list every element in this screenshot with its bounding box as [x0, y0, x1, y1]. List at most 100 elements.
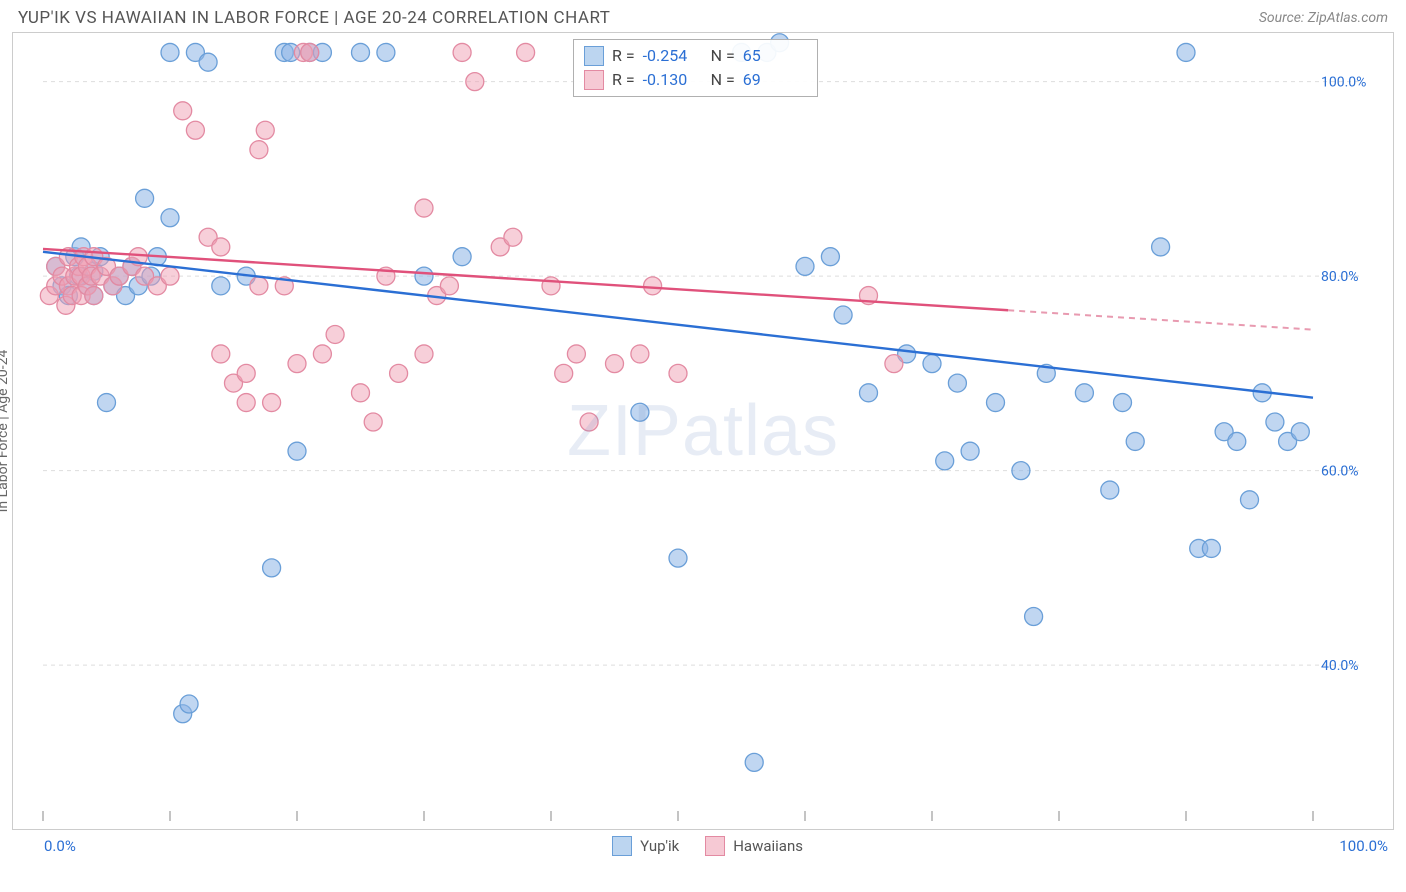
stat-r-value: -0.130: [643, 68, 703, 92]
scatter-point: [542, 277, 560, 295]
stat-r-label: R =: [612, 68, 635, 92]
scatter-point: [263, 394, 281, 412]
scatter-point: [256, 121, 274, 139]
scatter-point: [987, 394, 1005, 412]
y-tick-label: 100.0%: [1321, 75, 1366, 91]
scatter-point: [631, 403, 649, 421]
scatter-point: [644, 277, 662, 295]
chart-area: In Labor Force | Age 20-24 40.0%60.0%80.…: [12, 32, 1394, 830]
scatter-point: [453, 43, 471, 61]
scatter-point: [326, 325, 344, 343]
scatter-point: [923, 355, 941, 373]
scatter-point: [517, 43, 535, 61]
scatter-point: [237, 364, 255, 382]
scatter-chart-svg: 40.0% 60.0% 80.0% 100.0%: [13, 33, 1393, 829]
scatter-point: [948, 374, 966, 392]
stat-n-value: 69: [743, 68, 803, 92]
scatter-point: [504, 228, 522, 246]
scatter-point: [390, 364, 408, 382]
scatter-point: [288, 442, 306, 460]
x-axis-min-label: 0.0%: [44, 837, 76, 855]
scatter-point: [631, 345, 649, 363]
scatter-point: [199, 53, 217, 71]
stat-n-label: N =: [711, 68, 735, 92]
scatter-point: [301, 43, 319, 61]
scatter-point: [1126, 432, 1144, 450]
scatter-point: [1152, 238, 1170, 256]
legend-swatch: [612, 836, 632, 856]
scatter-point: [352, 384, 370, 402]
scatter-point: [1177, 43, 1195, 61]
scatter-point: [212, 277, 230, 295]
scatter-point: [860, 384, 878, 402]
scatter-point: [263, 559, 281, 577]
scatter-point: [1025, 608, 1043, 626]
scatter-point: [415, 345, 433, 363]
stats-row: R = -0.130 N = 69: [584, 68, 803, 92]
scatter-point: [555, 364, 573, 382]
legend-item: Hawaiians: [705, 836, 803, 856]
series-swatch: [584, 70, 604, 90]
scatter-point: [186, 121, 204, 139]
series-swatch: [584, 46, 604, 66]
legend: Yup'ik Hawaiians: [612, 836, 803, 856]
correlation-stats-box: R = -0.254 N = 65R = -0.130 N = 69: [573, 39, 818, 97]
scatter-point: [98, 394, 116, 412]
scatter-point: [415, 267, 433, 285]
scatter-point: [352, 43, 370, 61]
scatter-point: [161, 267, 179, 285]
scatter-point: [212, 345, 230, 363]
y-tick-label: 80.0%: [1321, 269, 1359, 285]
scatter-point: [180, 695, 198, 713]
scatter-point: [250, 277, 268, 295]
scatter-point: [606, 355, 624, 373]
scatter-point: [669, 549, 687, 567]
legend-swatch: [705, 836, 725, 856]
scatter-point: [821, 248, 839, 266]
scatter-point: [415, 199, 433, 217]
scatter-point: [453, 248, 471, 266]
scatter-point: [1228, 432, 1246, 450]
source-attribution: Source: ZipAtlas.com: [1259, 10, 1388, 26]
scatter-point: [1012, 462, 1030, 480]
scatter-point: [161, 43, 179, 61]
trend-line-extrapolated: [1008, 310, 1313, 329]
scatter-point: [1266, 413, 1284, 431]
legend-label: Hawaiians: [733, 837, 803, 855]
scatter-point: [466, 73, 484, 91]
scatter-point: [1101, 481, 1119, 499]
trend-line: [43, 249, 1008, 310]
scatter-point: [161, 209, 179, 227]
scatter-point: [1291, 423, 1309, 441]
scatter-point: [1114, 394, 1132, 412]
scatter-point: [212, 238, 230, 256]
scatter-point: [377, 43, 395, 61]
legend-item: Yup'ik: [612, 836, 679, 856]
chart-header: YUP'IK VS HAWAIIAN IN LABOR FORCE | AGE …: [0, 0, 1406, 32]
bottom-bar: 0.0% Yup'ik Hawaiians 100.0%: [0, 830, 1406, 856]
scatter-point: [961, 442, 979, 460]
y-tick-label: 40.0%: [1321, 658, 1359, 674]
scatter-point: [85, 287, 103, 305]
stat-r-label: R =: [612, 44, 635, 68]
scatter-point: [885, 355, 903, 373]
y-tick-label: 60.0%: [1321, 464, 1359, 480]
scatter-point: [834, 306, 852, 324]
scatter-point: [237, 394, 255, 412]
scatter-point: [1202, 539, 1220, 557]
x-axis-max-label: 100.0%: [1339, 837, 1388, 855]
scatter-point: [936, 452, 954, 470]
y-axis-label: In Labor Force | Age 20-24: [0, 350, 11, 513]
stat-r-value: -0.254: [643, 44, 703, 68]
stat-n-value: 65: [743, 44, 803, 68]
scatter-point: [745, 753, 763, 771]
scatter-point: [250, 141, 268, 159]
scatter-point: [364, 413, 382, 431]
scatter-point: [440, 277, 458, 295]
stats-row: R =-0.254N =65: [584, 44, 803, 68]
scatter-point: [1075, 384, 1093, 402]
scatter-point: [567, 345, 585, 363]
scatter-point: [796, 257, 814, 275]
chart-title: YUP'IK VS HAWAIIAN IN LABOR FORCE | AGE …: [18, 8, 610, 28]
scatter-point: [174, 102, 192, 120]
